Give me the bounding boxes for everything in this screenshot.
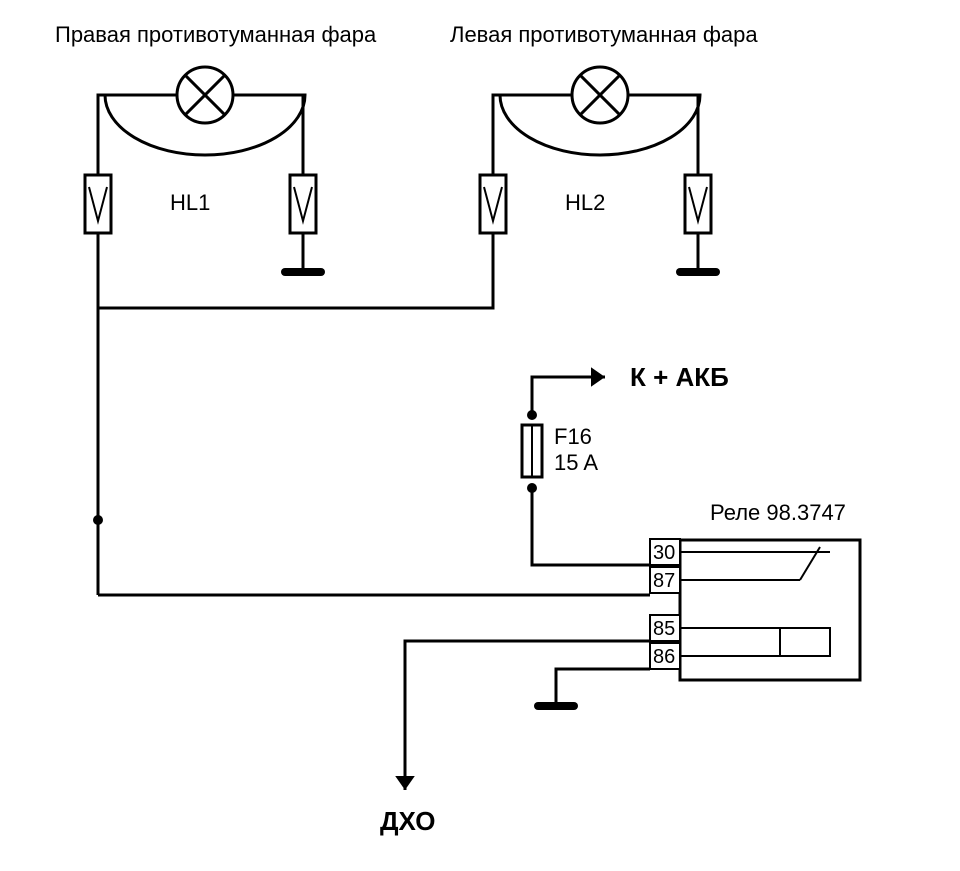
- label-battery: К + АКБ: [630, 362, 729, 392]
- arrow-head-icon: [395, 776, 415, 790]
- label-dho: ДХО: [380, 806, 435, 836]
- label-hl2: HL2: [565, 190, 605, 215]
- relay-box: [680, 540, 860, 680]
- relay-pin-label: 86: [653, 646, 675, 668]
- label-relay_title: Реле 98.3747: [710, 500, 846, 525]
- wire-lamp_l_left_down: [493, 95, 500, 175]
- label-hl1: HL1: [170, 190, 210, 215]
- wire-fuse_to_relay30: [532, 488, 650, 565]
- label-fuse_rating: 15 A: [554, 450, 598, 475]
- arrow-head-icon: [591, 367, 605, 387]
- label-lamp_right_title: Правая противотуманная фара: [55, 22, 377, 47]
- wire-relay85_to_dho: [405, 641, 650, 790]
- wire-lamp_l_right_down: [698, 95, 700, 175]
- junction-dot: [527, 410, 537, 420]
- wire-relay86_to_gnd: [556, 669, 650, 706]
- wire-lamp_r_left_down: [98, 95, 105, 175]
- junction-dot: [527, 483, 537, 493]
- junction-dot: [93, 515, 103, 525]
- schematic-svg: 30 87 85 86 Правая противотуманная фара Левая…: [0, 0, 960, 871]
- relay-pin-label: 87: [653, 570, 675, 592]
- label-fuse_name: F16: [554, 424, 592, 449]
- label-lamp_left_title: Левая противотуманная фара: [450, 22, 758, 47]
- wire-lamp_r_right_down: [303, 95, 305, 175]
- relay-pin-label: 85: [653, 618, 675, 640]
- relay-pin-label: 30: [653, 542, 675, 564]
